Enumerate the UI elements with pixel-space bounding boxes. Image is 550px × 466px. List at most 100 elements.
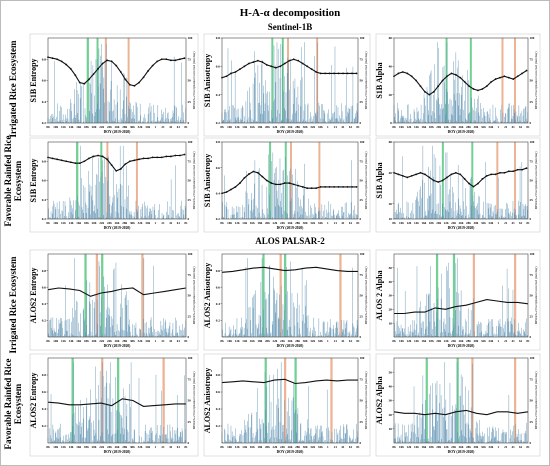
data-point bbox=[333, 72, 335, 75]
right-tick-label: 100 bbox=[530, 252, 535, 256]
data-point bbox=[441, 79, 444, 82]
y-axis-label: S1B Anisotropy bbox=[203, 54, 212, 107]
x-tick-label: 346 bbox=[145, 445, 150, 449]
x-tick-label: 266 bbox=[459, 221, 464, 225]
section-title-alos: ALOS PALSAR-2 bbox=[255, 236, 325, 246]
x-tick-label: 246 bbox=[451, 125, 456, 129]
right-tick-label: 50 bbox=[188, 179, 192, 183]
y-tick-label: 0.2 bbox=[42, 121, 47, 125]
right-tick-label: 75 bbox=[188, 377, 192, 381]
data-point bbox=[297, 184, 300, 187]
right-tick-label: 75 bbox=[360, 57, 364, 61]
plot-area bbox=[47, 253, 187, 338]
data-point bbox=[306, 187, 309, 190]
data-point bbox=[115, 64, 118, 67]
x-tick-label: 166 bbox=[250, 445, 255, 449]
y-tick-label: 0.6 bbox=[216, 285, 221, 289]
x-tick-label: 166 bbox=[76, 339, 81, 343]
x-tick-label: 86 bbox=[46, 125, 50, 129]
data-point bbox=[74, 74, 77, 77]
y-tick-label: 0.4 bbox=[42, 407, 47, 411]
data-point bbox=[346, 72, 349, 75]
x-axis-label: DOY (2019-2020) bbox=[448, 226, 476, 230]
data-point bbox=[441, 179, 444, 182]
section-title-sentinel: Sentinel-1B bbox=[268, 22, 313, 32]
x-tick-label: 81 bbox=[356, 339, 360, 343]
right-tick-label: 0 bbox=[360, 441, 362, 445]
orange-band-2 bbox=[514, 254, 517, 337]
right-tick-label: 75 bbox=[530, 159, 534, 163]
x-tick-label: 21 bbox=[334, 339, 338, 343]
series-line bbox=[394, 299, 529, 315]
x-tick-label: 266 bbox=[115, 221, 120, 225]
data-point bbox=[92, 73, 95, 76]
right-axis-label: MERRA-2 Precipitation Corrected (mm/day) bbox=[534, 372, 538, 430]
x-tick-label: 226 bbox=[444, 445, 449, 449]
data-point bbox=[69, 67, 72, 70]
x-tick-label: 166 bbox=[421, 339, 426, 343]
data-point bbox=[292, 58, 295, 61]
right-tick-label: 0 bbox=[360, 335, 362, 339]
right-axis-label: MERRA-2 Precipitation Corrected (mm/day) bbox=[192, 152, 196, 210]
x-tick-label: 226 bbox=[272, 221, 277, 225]
x-tick-label: 106 bbox=[227, 125, 232, 129]
right-tick-label: 0 bbox=[188, 441, 190, 445]
data-point bbox=[60, 159, 63, 162]
right-tick-label: 25 bbox=[188, 314, 192, 318]
data-point bbox=[174, 59, 177, 62]
orange-band-2 bbox=[339, 254, 342, 337]
x-tick-label: 86 bbox=[220, 339, 224, 343]
data-point bbox=[252, 170, 255, 173]
data-point bbox=[151, 64, 154, 67]
data-point bbox=[60, 60, 63, 63]
data-point bbox=[516, 75, 519, 78]
data-point bbox=[156, 60, 159, 63]
x-tick-label: 106 bbox=[227, 221, 232, 225]
data-point bbox=[437, 181, 440, 183]
data-point bbox=[424, 90, 426, 93]
x-tick-label: 266 bbox=[459, 339, 464, 343]
data-point bbox=[97, 154, 99, 157]
data-point bbox=[169, 155, 172, 158]
green-band-2 bbox=[284, 254, 287, 337]
x-tick-label: 81 bbox=[184, 445, 188, 449]
x-tick-label: 266 bbox=[288, 125, 293, 129]
x-tick-label: 166 bbox=[250, 339, 255, 343]
x-tick-label: 286 bbox=[466, 445, 471, 449]
data-point bbox=[319, 72, 322, 75]
data-point bbox=[83, 160, 86, 163]
data-point bbox=[397, 72, 400, 75]
x-tick-label: 186 bbox=[429, 445, 434, 449]
right-tick-label: 25 bbox=[360, 198, 364, 202]
data-point bbox=[397, 173, 400, 176]
x-tick-label: 206 bbox=[265, 339, 270, 343]
x-tick-label: 226 bbox=[99, 339, 104, 343]
orange-band-1 bbox=[104, 38, 107, 123]
rain-bars bbox=[221, 152, 358, 219]
data-point bbox=[124, 78, 127, 81]
x-tick-label: 306 bbox=[473, 221, 478, 225]
right-tick-label: 50 bbox=[188, 399, 192, 403]
x-tick-label: 21 bbox=[161, 339, 165, 343]
green-band-2 bbox=[100, 142, 103, 219]
x-tick-label: 286 bbox=[295, 339, 300, 343]
data-point bbox=[432, 90, 435, 93]
x-tick-label: 1 bbox=[497, 125, 499, 129]
orange-band-1 bbox=[106, 142, 109, 219]
x-tick-label: 21 bbox=[504, 445, 508, 449]
y-tick-label: 10 bbox=[389, 217, 393, 221]
data-point bbox=[92, 155, 95, 158]
x-tick-label: 206 bbox=[92, 221, 97, 225]
data-point bbox=[324, 186, 327, 188]
x-tick-label: 206 bbox=[436, 339, 441, 343]
x-tick-label: 106 bbox=[399, 445, 404, 449]
x-tick-label: 1 bbox=[497, 445, 499, 449]
row-label-3: Irrigated Rice Ecosystem bbox=[8, 256, 18, 353]
right-tick-label: 75 bbox=[360, 377, 364, 381]
y-tick-label: 0.8 bbox=[42, 269, 47, 273]
y-tick-label: 0.2 bbox=[216, 424, 221, 428]
data-point bbox=[248, 62, 250, 65]
rain-bars bbox=[393, 258, 528, 337]
